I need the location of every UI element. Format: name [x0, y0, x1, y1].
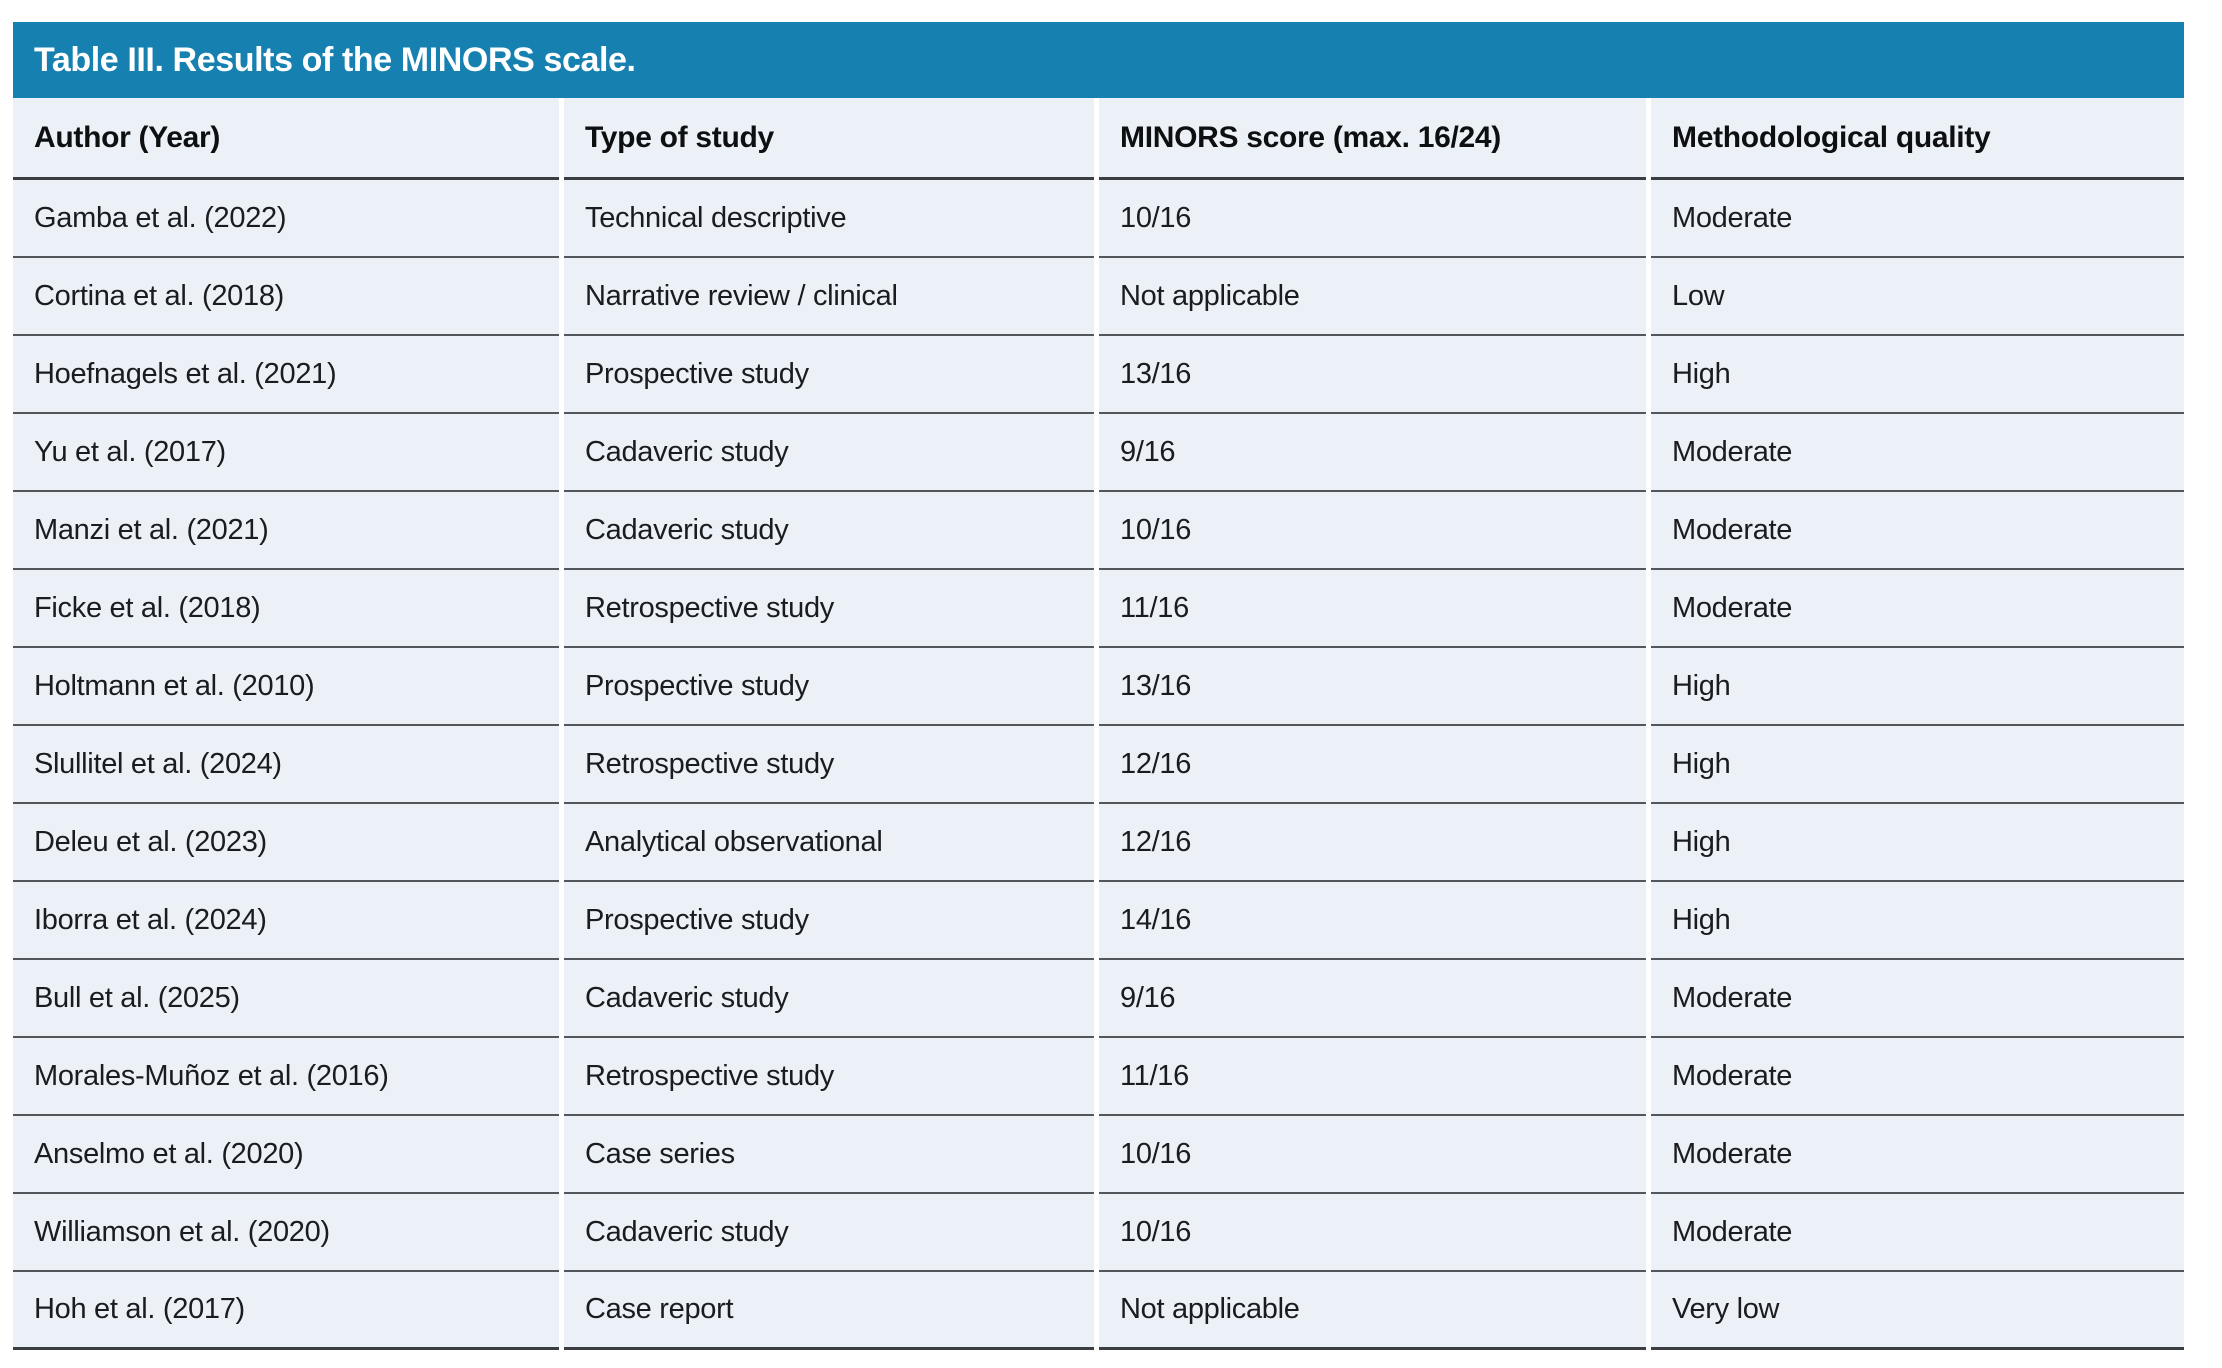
score-cell: 10/16	[1099, 1194, 1646, 1272]
table-row: Iborra et al. (2024) Prospective study 1…	[13, 882, 2184, 960]
table-row: Holtmann et al. (2010) Prospective study…	[13, 648, 2184, 726]
author-cell: Hoh et al. (2017)	[13, 1272, 559, 1350]
quality-cell: High	[1651, 648, 2184, 726]
quality-cell: Low	[1651, 258, 2184, 336]
minors-table-container: Table III. Results of the MINORS scale. …	[13, 22, 2184, 1350]
table-row: Slullitel et al. (2024) Retrospective st…	[13, 726, 2184, 804]
type-cell: Analytical observational	[564, 804, 1094, 882]
author-cell: Slullitel et al. (2024)	[13, 726, 559, 804]
score-cell: 11/16	[1099, 1038, 1646, 1116]
type-cell: Prospective study	[564, 336, 1094, 414]
table-row: Yu et al. (2017) Cadaveric study 9/16 Mo…	[13, 414, 2184, 492]
score-cell: 11/16	[1099, 570, 1646, 648]
score-cell: 13/16	[1099, 648, 1646, 726]
table-row: Anselmo et al. (2020) Case series 10/16 …	[13, 1116, 2184, 1194]
table-row: Bull et al. (2025) Cadaveric study 9/16 …	[13, 960, 2184, 1038]
score-cell: 13/16	[1099, 336, 1646, 414]
table-row: Morales-Muñoz et al. (2016) Retrospectiv…	[13, 1038, 2184, 1116]
type-cell: Prospective study	[564, 648, 1094, 726]
table-row: Cortina et al. (2018) Narrative review /…	[13, 258, 2184, 336]
table-row: Ficke et al. (2018) Retrospective study …	[13, 570, 2184, 648]
type-cell: Narrative review / clinical	[564, 258, 1094, 336]
type-cell: Cadaveric study	[564, 1194, 1094, 1272]
author-cell: Ficke et al. (2018)	[13, 570, 559, 648]
table-title-bar: Table III. Results of the MINORS scale.	[13, 22, 2184, 98]
column-header-score: MINORS score (max. 16/24)	[1099, 98, 1646, 180]
author-cell: Hoefnagels et al. (2021)	[13, 336, 559, 414]
score-cell: 12/16	[1099, 804, 1646, 882]
table-row: Manzi et al. (2021) Cadaveric study 10/1…	[13, 492, 2184, 570]
table-header: Author (Year) Type of study MINORS score…	[13, 98, 2184, 180]
type-cell: Cadaveric study	[564, 492, 1094, 570]
quality-cell: Moderate	[1651, 1194, 2184, 1272]
author-cell: Morales-Muñoz et al. (2016)	[13, 1038, 559, 1116]
author-cell: Iborra et al. (2024)	[13, 882, 559, 960]
minors-results-table: Author (Year) Type of study MINORS score…	[8, 98, 2189, 1350]
quality-cell: High	[1651, 726, 2184, 804]
column-header-quality: Methodological quality	[1651, 98, 2184, 180]
score-cell: 10/16	[1099, 180, 1646, 258]
quality-cell: Very low	[1651, 1272, 2184, 1350]
author-cell: Deleu et al. (2023)	[13, 804, 559, 882]
column-header-author: Author (Year)	[13, 98, 559, 180]
score-cell: 9/16	[1099, 414, 1646, 492]
type-cell: Case series	[564, 1116, 1094, 1194]
table-row: Hoh et al. (2017) Case report Not applic…	[13, 1272, 2184, 1350]
table-title: Table III. Results of the MINORS scale.	[34, 40, 636, 79]
table-row: Williamson et al. (2020) Cadaveric study…	[13, 1194, 2184, 1272]
type-cell: Technical descriptive	[564, 180, 1094, 258]
score-cell: 12/16	[1099, 726, 1646, 804]
table-row: Deleu et al. (2023) Analytical observati…	[13, 804, 2184, 882]
type-cell: Retrospective study	[564, 570, 1094, 648]
author-cell: Bull et al. (2025)	[13, 960, 559, 1038]
table-row: Gamba et al. (2022) Technical descriptiv…	[13, 180, 2184, 258]
quality-cell: Moderate	[1651, 180, 2184, 258]
type-cell: Retrospective study	[564, 1038, 1094, 1116]
author-cell: Anselmo et al. (2020)	[13, 1116, 559, 1194]
quality-cell: Moderate	[1651, 570, 2184, 648]
author-cell: Holtmann et al. (2010)	[13, 648, 559, 726]
quality-cell: High	[1651, 804, 2184, 882]
type-cell: Cadaveric study	[564, 414, 1094, 492]
author-cell: Cortina et al. (2018)	[13, 258, 559, 336]
score-cell: 10/16	[1099, 1116, 1646, 1194]
column-header-type: Type of study	[564, 98, 1094, 180]
quality-cell: Moderate	[1651, 492, 2184, 570]
quality-cell: Moderate	[1651, 1038, 2184, 1116]
quality-cell: Moderate	[1651, 1116, 2184, 1194]
author-cell: Yu et al. (2017)	[13, 414, 559, 492]
author-cell: Manzi et al. (2021)	[13, 492, 559, 570]
type-cell: Prospective study	[564, 882, 1094, 960]
quality-cell: High	[1651, 882, 2184, 960]
score-cell: 10/16	[1099, 492, 1646, 570]
table-row: Hoefnagels et al. (2021) Prospective stu…	[13, 336, 2184, 414]
score-cell: 9/16	[1099, 960, 1646, 1038]
type-cell: Case report	[564, 1272, 1094, 1350]
score-cell: 14/16	[1099, 882, 1646, 960]
header-row: Author (Year) Type of study MINORS score…	[13, 98, 2184, 180]
author-cell: Williamson et al. (2020)	[13, 1194, 559, 1272]
type-cell: Retrospective study	[564, 726, 1094, 804]
type-cell: Cadaveric study	[564, 960, 1094, 1038]
quality-cell: High	[1651, 336, 2184, 414]
quality-cell: Moderate	[1651, 960, 2184, 1038]
score-cell: Not applicable	[1099, 258, 1646, 336]
table-body: Gamba et al. (2022) Technical descriptiv…	[13, 180, 2184, 1350]
author-cell: Gamba et al. (2022)	[13, 180, 559, 258]
quality-cell: Moderate	[1651, 414, 2184, 492]
score-cell: Not applicable	[1099, 1272, 1646, 1350]
